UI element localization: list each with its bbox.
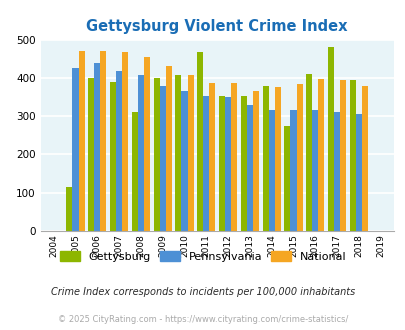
Bar bbox=[181, 91, 187, 231]
Bar bbox=[159, 86, 165, 231]
Bar bbox=[175, 75, 181, 231]
Bar bbox=[274, 87, 280, 231]
Bar bbox=[361, 85, 367, 231]
Bar bbox=[144, 57, 150, 231]
Bar bbox=[218, 96, 224, 231]
Bar bbox=[339, 80, 345, 231]
Bar bbox=[100, 51, 106, 231]
Bar bbox=[252, 90, 258, 231]
Bar bbox=[88, 78, 94, 231]
Bar bbox=[122, 52, 128, 231]
Bar bbox=[165, 66, 171, 231]
Bar bbox=[66, 187, 72, 231]
Bar bbox=[94, 63, 100, 231]
Text: Crime Index corresponds to incidents per 100,000 inhabitants: Crime Index corresponds to incidents per… bbox=[51, 287, 354, 297]
Bar bbox=[268, 111, 274, 231]
Bar bbox=[290, 111, 296, 231]
Bar bbox=[138, 75, 144, 231]
Bar bbox=[131, 112, 138, 231]
Legend: Gettysburg, Pennsylvania, National: Gettysburg, Pennsylvania, National bbox=[60, 251, 345, 262]
Bar bbox=[311, 111, 318, 231]
Bar bbox=[318, 79, 324, 231]
Bar bbox=[355, 114, 361, 231]
Bar bbox=[224, 97, 230, 231]
Bar bbox=[187, 75, 193, 231]
Bar bbox=[230, 83, 237, 231]
Bar bbox=[197, 52, 203, 231]
Bar bbox=[262, 85, 268, 231]
Bar bbox=[305, 74, 311, 231]
Bar bbox=[72, 68, 78, 231]
Bar bbox=[327, 47, 333, 231]
Bar bbox=[203, 96, 209, 231]
Bar bbox=[116, 71, 122, 231]
Title: Gettysburg Violent Crime Index: Gettysburg Violent Crime Index bbox=[86, 19, 347, 34]
Bar bbox=[78, 51, 84, 231]
Bar bbox=[333, 112, 339, 231]
Bar bbox=[284, 126, 290, 231]
Bar bbox=[296, 84, 302, 231]
Text: © 2025 CityRating.com - https://www.cityrating.com/crime-statistics/: © 2025 CityRating.com - https://www.city… bbox=[58, 315, 347, 324]
Bar bbox=[240, 96, 246, 231]
Bar bbox=[246, 106, 252, 231]
Bar bbox=[209, 83, 215, 231]
Bar bbox=[349, 80, 355, 231]
Bar bbox=[110, 82, 116, 231]
Bar bbox=[153, 78, 159, 231]
